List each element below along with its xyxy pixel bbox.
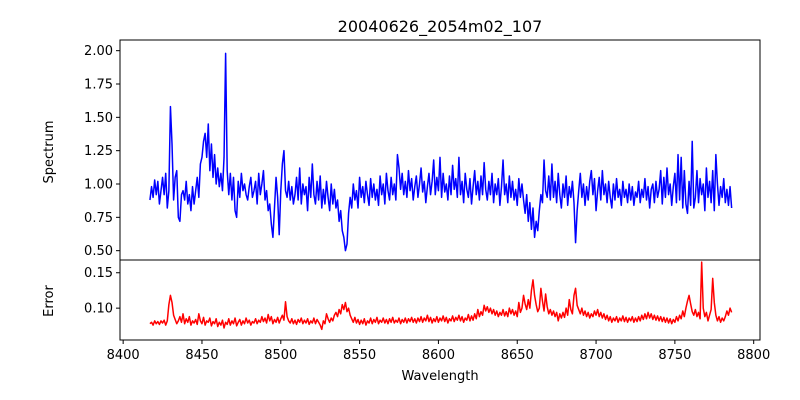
spectrum-y-tick-label: 1.00 bbox=[84, 178, 113, 193]
x-tick-label: 8450 bbox=[185, 348, 218, 363]
spectrum-y-tick-label: 0.50 bbox=[84, 244, 113, 259]
error-y-tick-label: 0.10 bbox=[84, 302, 113, 317]
spectrum-y-tick-label: 1.50 bbox=[84, 111, 113, 126]
spectrum-series-line bbox=[149, 52, 733, 252]
error-axis-label: Error bbox=[42, 285, 57, 317]
spectrum-y-tick-label: 1.25 bbox=[84, 144, 113, 159]
x-tick-label: 8500 bbox=[264, 348, 297, 363]
error-frame bbox=[119, 259, 761, 341]
x-tick-label: 8750 bbox=[658, 348, 691, 363]
x-tick-label: 8800 bbox=[737, 348, 770, 363]
x-tick-label: 8600 bbox=[422, 348, 455, 363]
spectrum-y-tick-label: 0.75 bbox=[84, 211, 113, 226]
error-series-line bbox=[149, 261, 733, 331]
x-tick-label: 8550 bbox=[343, 348, 376, 363]
spectrum-axis-label: Spectrum bbox=[42, 121, 57, 184]
chart-title: 20040626_2054m02_107 bbox=[338, 17, 543, 37]
x-tick-label: 8700 bbox=[580, 348, 613, 363]
x-tick-label: 8650 bbox=[501, 348, 534, 363]
spectrum-y-tick-label: 2.00 bbox=[84, 44, 113, 59]
spectrum-panel: 0.50 0.75 1.00 1.25 1.50 1.75 2.00 bbox=[84, 39, 761, 261]
x-axis-label: Wavelength bbox=[401, 369, 478, 384]
spectrum-y-tick-label: 1.75 bbox=[84, 78, 113, 93]
x-tick-label: 8400 bbox=[107, 348, 140, 363]
error-panel: 0.10 0.15 8400 8450 8500 8550 8600 8650 8700 8750… bbox=[84, 259, 770, 363]
error-y-tick-label: 0.15 bbox=[84, 266, 113, 281]
